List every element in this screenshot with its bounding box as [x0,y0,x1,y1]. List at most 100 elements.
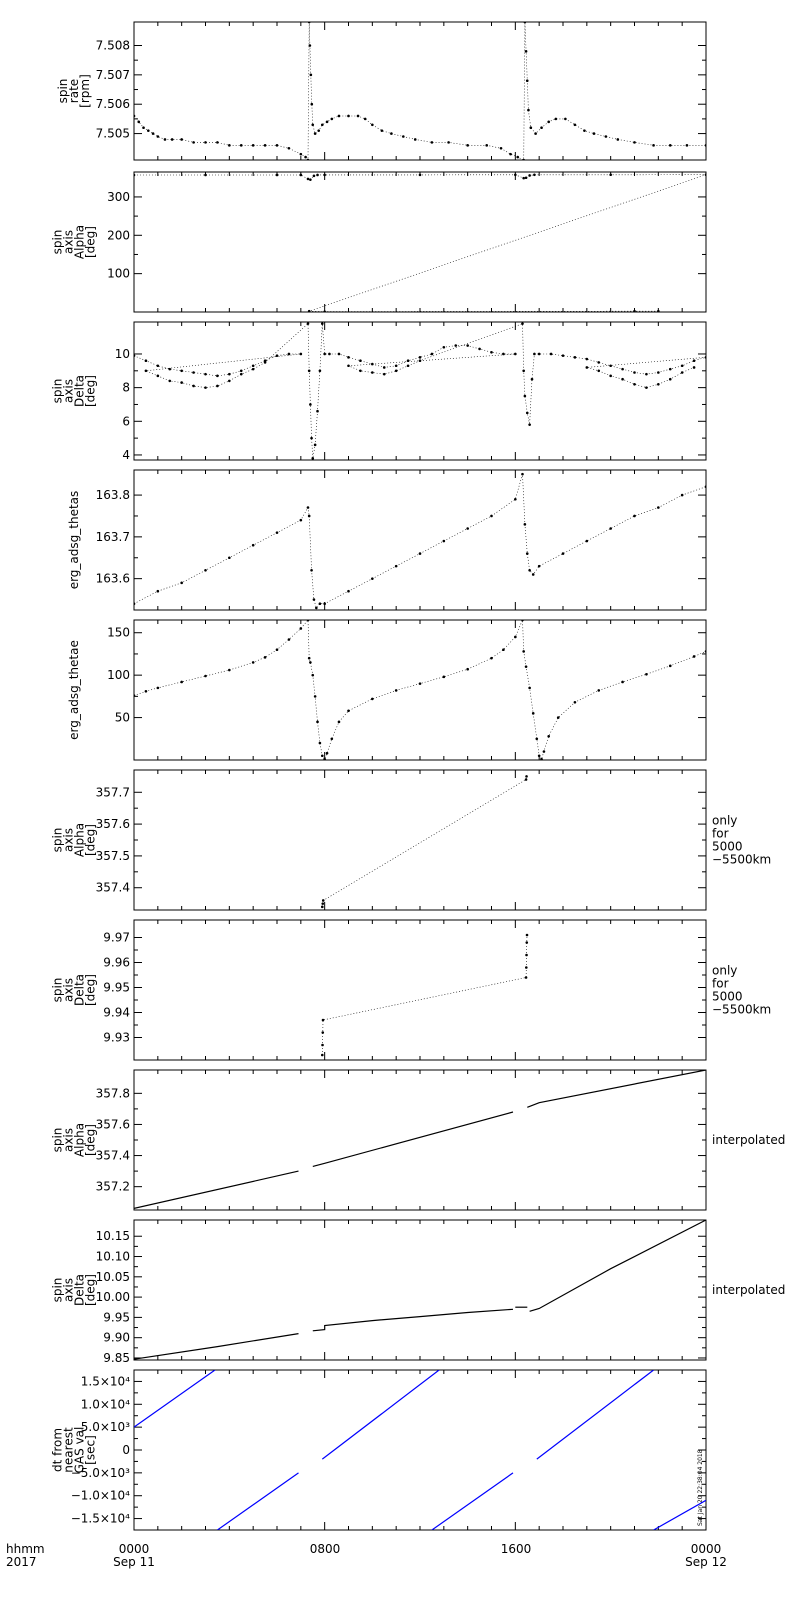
data-point [522,369,525,373]
y-tick-label: 357.8 [96,1086,130,1100]
data-point [320,322,324,325]
data-point [134,354,136,357]
y-tick-label: 10.05 [96,1270,130,1284]
data-point [585,539,589,543]
time-tick-1-hhmm: 0800 [310,1542,341,1556]
y-tick-label: 10.10 [96,1250,130,1264]
row-header-year: 2017 [6,1555,37,1569]
y-tick-label: 357.4 [96,881,130,895]
data-point [134,694,136,697]
y-axis-label-line: [deg] [84,226,98,258]
data-point [616,138,620,141]
data-point [307,514,311,518]
data-point [621,377,624,381]
data-point [180,581,183,585]
y-axis-label-line: Delta [73,974,87,1006]
data-point [466,667,469,671]
data-point [180,369,183,373]
data-point [418,682,422,685]
side-note-line: for [712,977,729,991]
y-axis-label-line: axis [62,978,76,1002]
y-tick-label: 163.6 [96,572,130,586]
data-layer [134,1070,706,1209]
data-point [604,135,608,138]
data-point [528,568,531,572]
data-point [263,656,267,659]
y-tick-label: 9.95 [103,1310,130,1324]
y-tick-label: 357.5 [96,849,130,863]
data-point [521,322,524,325]
data-point [156,686,160,690]
data-point [524,176,528,180]
y-axis-label-line: Alpha [73,225,87,259]
y-tick-label: 9.93 [103,1031,130,1045]
y-tick-label: −1.5×10⁴ [71,1512,130,1526]
data-point [318,369,322,373]
data-point [597,361,601,364]
data-point [320,1053,324,1057]
data-point [330,737,334,741]
data-point [645,673,648,676]
y-tick-label: −5.0×10³ [71,1466,130,1480]
data-point [645,386,648,389]
y-axis-label-line: nearest [62,1427,76,1473]
timestamp-stamp: Sat Jan 20 22:38:04 2018 [697,1449,704,1526]
y-axis-label-line: [rpm] [78,74,92,108]
series-line-segment [134,1370,216,1428]
y-tick-label: 357.6 [96,1117,130,1131]
data-point [527,108,530,112]
data-point [692,655,696,658]
data-point [466,144,469,147]
data-point [524,778,528,781]
y-tick-label: 50 [115,711,130,725]
y-axis-label-line: spin [51,1278,65,1303]
data-point [585,357,589,361]
data-point [251,144,255,147]
data-point [144,369,148,373]
data-point [192,384,195,388]
data-point [287,352,291,356]
y-tick-label: 4 [122,448,130,462]
data-layer [134,22,706,160]
series-line-segment [321,1370,440,1460]
side-note-line: for [712,827,729,841]
y-tick-label: 10.00 [96,1290,130,1304]
data-point [263,144,267,147]
data-point [535,737,539,741]
y-axis-label-line: spin [51,379,65,404]
y-axis-label-line: spin [56,79,70,104]
data-point [299,173,303,177]
y-axis-label-line: [deg] [84,824,98,856]
data-point [561,552,565,555]
data-point [382,372,386,376]
y-tick-label: 163.8 [96,488,130,502]
data-point [514,497,517,501]
y-tick-label: 7.508 [96,38,130,52]
data-point [228,668,231,672]
data-point [323,352,326,356]
y-axis-label-line: dt from [51,1428,65,1472]
y-axis-label-line: Delta [73,1274,87,1306]
data-point [316,720,319,724]
data-point [320,905,324,909]
data-point [521,620,524,622]
panel-4: 50 100 150 erg_adsg_thetae [67,619,707,761]
panel-9: −1.5×10⁴ −1.0×10⁴ −5.0×10³ 0 5.0×10³ 1.0×10⁴ 1… [51,1369,707,1531]
data-point [609,527,612,530]
data-point [156,589,160,593]
data-point [320,123,324,127]
data-point [156,135,160,138]
data-point [585,366,589,369]
y-axis-label-line: spin [51,978,65,1003]
data-point [216,374,219,378]
data-point [318,741,322,745]
y-axis-label-line: Alpha [73,823,87,857]
data-point [306,158,310,160]
data-point [323,310,326,312]
data-point [525,775,528,778]
